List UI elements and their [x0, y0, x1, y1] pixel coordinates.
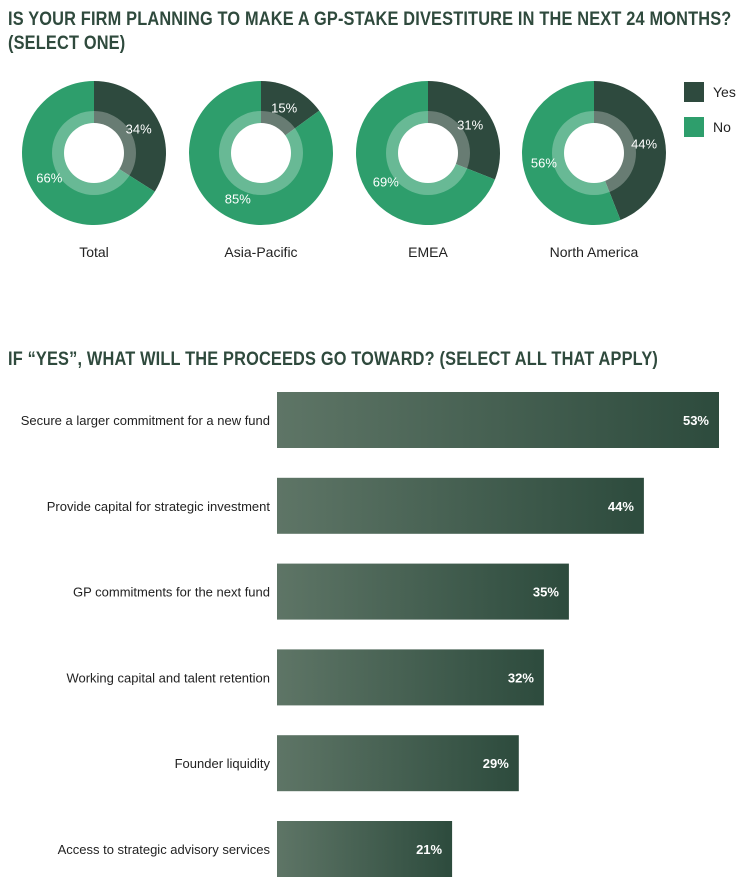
donut-category-label: Total — [79, 244, 109, 260]
bar — [277, 821, 453, 877]
donut-label-no: 69% — [373, 175, 399, 190]
bar — [277, 735, 519, 792]
donut-label-no: 56% — [531, 156, 557, 171]
bar-category-label: Access to strategic advisory services — [58, 842, 271, 857]
donut-label-yes: 34% — [126, 121, 152, 136]
bar-row: 44% Provide capital for strategic investm… — [47, 477, 644, 534]
donut-label-no: 85% — [225, 191, 251, 206]
bar-category-label: Founder liquidity — [175, 756, 271, 771]
donut-label-yes: 31% — [457, 117, 483, 132]
bar — [277, 649, 544, 706]
bar-row: 21% Access to strategic advisory services — [58, 821, 453, 877]
donut-asia-pacific: 15% 85% Asia-Pacific — [189, 81, 334, 260]
bar-value-label: 35% — [533, 585, 559, 600]
bar-value-label: 32% — [508, 670, 534, 685]
legend-label-yes: Yes — [713, 84, 736, 100]
bar — [277, 392, 719, 448]
bar-row: 32% Working capital and talent retention — [66, 649, 544, 706]
bar-value-label: 44% — [608, 499, 634, 514]
legend-swatch-yes — [684, 82, 704, 102]
bar-row: 53% Secure a larger commitment for a new … — [21, 392, 719, 448]
bar-chart: 53% Secure a larger commitment for a new … — [21, 392, 719, 877]
donut-label-yes: 15% — [271, 101, 297, 116]
bar-value-label: 21% — [416, 842, 442, 857]
bar-row: 35% GP commitments for the next fund — [73, 563, 569, 620]
donut-chart-group: 34% 66% Total 15% 85% Asia-Pacific 31% 69% EMEA 4… — [21, 81, 666, 260]
bar-row: 29% Founder liquidity — [175, 735, 519, 792]
legend-item-yes: Yes — [684, 82, 736, 102]
donut-category-label: North America — [550, 244, 639, 260]
donut-hole — [398, 123, 458, 183]
bar-value-label: 53% — [683, 413, 709, 428]
donut-label-yes: 44% — [631, 136, 657, 151]
donut-category-label: EMEA — [408, 244, 448, 260]
bar-category-label: Provide capital for strategic investment — [47, 499, 271, 514]
donut-emea: 31% 69% EMEA — [355, 81, 500, 260]
donut-slice-yes — [594, 81, 666, 220]
bar-category-label: GP commitments for the next fund — [73, 585, 270, 600]
legend-item-no: No — [684, 117, 736, 137]
bar-value-label: 29% — [483, 756, 509, 771]
donut-category-label: Asia-Pacific — [224, 244, 297, 260]
question-2-title: IF “YES”, WHAT WILL THE PROCEEDS GO TOWA… — [8, 349, 659, 370]
bar-category-label: Secure a larger commitment for a new fun… — [21, 413, 270, 428]
question-1-line-2: (SELECT ONE) — [8, 33, 126, 54]
donut-north-america: 44% 56% North America — [521, 81, 666, 260]
donut-total: 34% 66% Total — [21, 81, 166, 260]
bar-category-label: Working capital and talent retention — [66, 670, 270, 685]
donut-label-no: 66% — [36, 171, 62, 186]
bar — [277, 563, 569, 620]
question-1-line-1: IS YOUR FIRM PLANNING TO MAKE A GP-STAKE… — [8, 9, 732, 30]
donut-hole — [64, 123, 124, 183]
legend-label-no: No — [713, 119, 731, 135]
legend-swatch-no — [684, 117, 704, 137]
donut-hole — [231, 123, 291, 183]
legend: Yes No — [684, 82, 736, 152]
donut-hole — [564, 123, 624, 183]
bar — [277, 477, 644, 534]
question-1-title: IS YOUR FIRM PLANNING TO MAKE A GP-STAKE… — [8, 8, 731, 56]
